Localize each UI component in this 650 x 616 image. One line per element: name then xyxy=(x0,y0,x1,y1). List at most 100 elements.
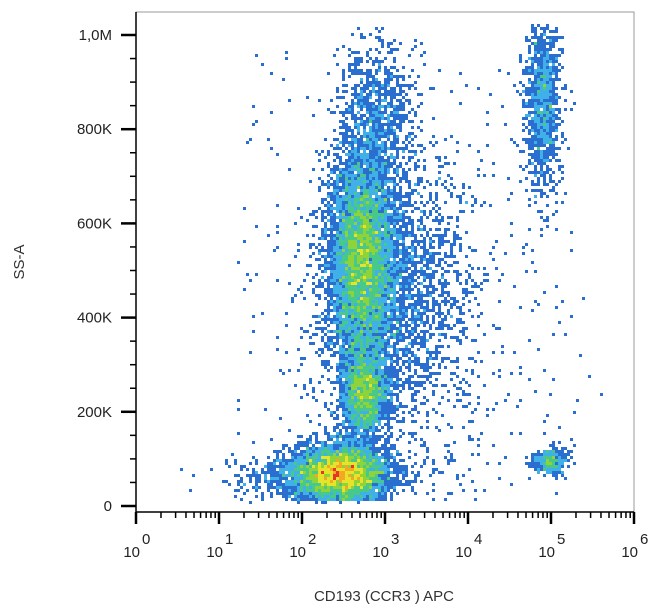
event-density-cell xyxy=(384,153,387,156)
event-density-cell xyxy=(381,231,384,234)
event-density-cell xyxy=(348,240,351,243)
event-density-cell xyxy=(375,420,378,423)
event-density-cell xyxy=(297,465,300,468)
event-density-cell xyxy=(363,339,366,342)
event-density-cell xyxy=(345,387,348,390)
event-density-cell xyxy=(351,195,354,198)
event-density-cell xyxy=(435,195,438,198)
event-density-cell xyxy=(381,246,384,249)
event-density-cell xyxy=(315,447,318,450)
event-density-cell xyxy=(387,168,390,171)
event-density-cell xyxy=(561,171,564,174)
event-density-cell xyxy=(378,378,381,381)
event-density-cell xyxy=(393,225,396,228)
event-density-cell xyxy=(405,210,408,213)
event-density-cell xyxy=(366,363,369,366)
event-density-cell xyxy=(543,87,546,90)
event-density-cell xyxy=(390,462,393,465)
event-density-cell xyxy=(393,171,396,174)
event-density-cell xyxy=(342,270,345,273)
event-density-cell xyxy=(405,267,408,270)
event-density-cell xyxy=(354,198,357,201)
event-density-cell xyxy=(315,432,318,435)
event-density-cell xyxy=(393,393,396,396)
event-density-cell xyxy=(348,432,351,435)
event-density-cell xyxy=(396,246,399,249)
event-density-cell xyxy=(393,144,396,147)
event-density-cell xyxy=(291,477,294,480)
event-density-cell xyxy=(360,246,363,249)
event-density-cell xyxy=(342,366,345,369)
event-density-cell xyxy=(390,435,393,438)
event-density-cell xyxy=(528,90,531,93)
event-density-cell xyxy=(360,93,363,96)
event-density-cell xyxy=(363,159,366,162)
event-density-cell xyxy=(381,492,384,495)
event-density-cell xyxy=(402,405,405,408)
event-density-cell xyxy=(531,102,534,105)
event-density-cell xyxy=(372,84,375,87)
event-density-cell xyxy=(453,255,456,258)
event-density-cell xyxy=(375,60,378,63)
event-density-cell xyxy=(303,387,306,390)
event-density-cell xyxy=(381,381,384,384)
event-density-cell xyxy=(327,186,330,189)
event-density-cell xyxy=(558,159,561,162)
event-density-cell xyxy=(381,486,384,489)
event-density-cell xyxy=(324,279,327,282)
event-density-cell xyxy=(393,288,396,291)
event-density-cell xyxy=(393,465,396,468)
event-density-cell xyxy=(321,483,324,486)
event-density-cell xyxy=(342,264,345,267)
event-density-cell xyxy=(360,264,363,267)
event-density-cell xyxy=(456,225,459,228)
event-density-cell xyxy=(381,315,384,318)
event-density-cell xyxy=(540,168,543,171)
event-density-cell xyxy=(396,78,399,81)
event-density-cell xyxy=(366,204,369,207)
event-density-cell xyxy=(525,36,528,39)
event-density-cell xyxy=(249,480,252,483)
event-density-cell xyxy=(324,441,327,444)
event-density-cell xyxy=(336,228,339,231)
event-density-cell xyxy=(432,144,435,147)
event-density-cell xyxy=(378,372,381,375)
event-density-cell xyxy=(327,468,330,471)
event-density-cell xyxy=(363,36,366,39)
event-density-cell xyxy=(387,246,390,249)
event-density-cell xyxy=(387,486,390,489)
event-density-cell xyxy=(555,87,558,90)
event-density-cell xyxy=(330,246,333,249)
event-density-cell xyxy=(354,495,357,498)
event-density-cell xyxy=(378,480,381,483)
event-density-cell xyxy=(408,279,411,282)
event-density-cell xyxy=(345,204,348,207)
event-density-cell xyxy=(303,465,306,468)
event-density-cell xyxy=(372,360,375,363)
event-density-cell xyxy=(366,414,369,417)
event-density-cell xyxy=(372,426,375,429)
event-density-cell xyxy=(351,495,354,498)
event-density-cell xyxy=(396,297,399,300)
event-density-cell xyxy=(339,300,342,303)
event-density-cell xyxy=(414,453,417,456)
event-density-cell xyxy=(309,465,312,468)
event-density-cell xyxy=(531,183,534,186)
event-density-cell xyxy=(339,381,342,384)
event-density-cell xyxy=(354,357,357,360)
event-density-cell xyxy=(441,384,444,387)
event-density-cell xyxy=(327,291,330,294)
event-density-cell xyxy=(543,66,546,69)
event-density-cell xyxy=(393,168,396,171)
event-density-cell xyxy=(279,483,282,486)
event-density-cell xyxy=(312,471,315,474)
event-density-cell xyxy=(369,273,372,276)
event-density-cell xyxy=(405,117,408,120)
event-density-cell xyxy=(339,267,342,270)
event-density-cell xyxy=(531,72,534,75)
event-density-cell xyxy=(423,249,426,252)
event-density-cell xyxy=(330,249,333,252)
event-density-cell xyxy=(384,150,387,153)
event-density-cell xyxy=(441,234,444,237)
event-density-cell xyxy=(354,246,357,249)
